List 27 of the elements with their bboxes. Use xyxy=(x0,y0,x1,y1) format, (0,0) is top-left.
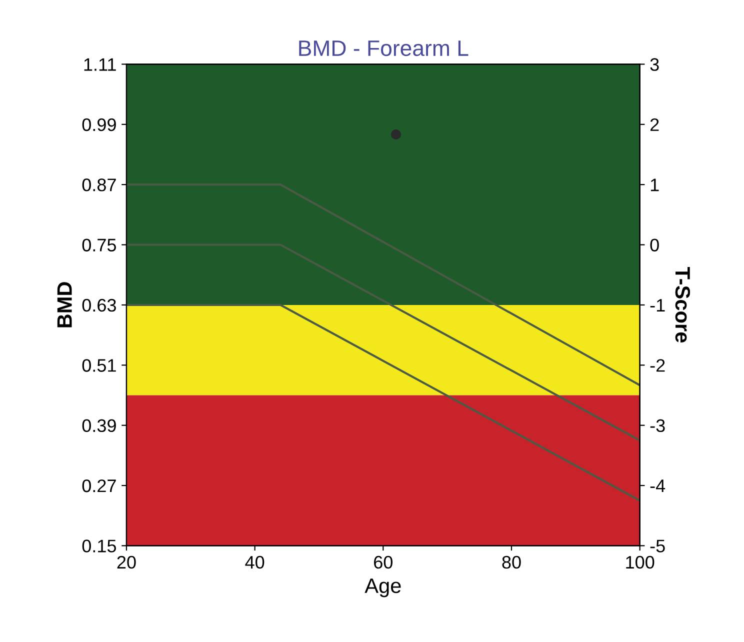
x-tick-label: 80 xyxy=(502,556,521,569)
x-tick-label: 60 xyxy=(374,556,392,569)
x-tick-label: 100 xyxy=(626,556,654,569)
y2-tick-label: -3 xyxy=(650,419,665,432)
chart-title: BMD - Forearm L xyxy=(299,40,468,56)
y2-tick-label: -1 xyxy=(650,299,665,312)
y-tick-label: 1.11 xyxy=(84,58,116,71)
y2-tick-label: -5 xyxy=(650,540,665,552)
y-tick-label: 0.15 xyxy=(82,540,116,552)
y2-tick-label: -4 xyxy=(650,480,666,492)
y-tick-label: 0.51 xyxy=(82,359,116,372)
y-tick-label: 0.39 xyxy=(82,419,116,432)
y2-tick-label: 3 xyxy=(650,58,659,71)
y2-tick-label: 2 xyxy=(650,118,659,131)
y2-tick-label: 0 xyxy=(650,238,659,252)
y-tick-label: 0.63 xyxy=(82,298,116,312)
x-axis-title: Age xyxy=(364,578,401,598)
y-tick-label: 0.87 xyxy=(82,178,116,192)
y-tick-label: 0.27 xyxy=(82,479,116,492)
y-axis-title: BMD xyxy=(57,282,72,328)
y2-tick-label: 1 xyxy=(650,178,659,192)
y-tick-label: 0.99 xyxy=(82,118,116,132)
y2-axis-title: T-Score xyxy=(675,266,690,342)
x-tick-label: 40 xyxy=(245,556,264,569)
x-tick-label: 20 xyxy=(117,556,136,569)
y-tick-label: 0.75 xyxy=(82,238,116,252)
y2-tick-label: -2 xyxy=(650,359,665,372)
